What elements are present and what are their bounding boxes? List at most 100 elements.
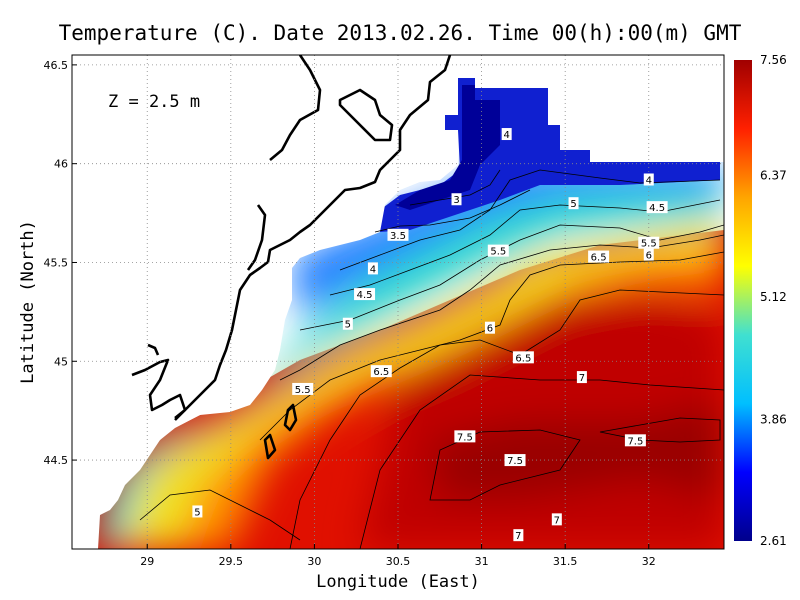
contour-label-box: [646, 201, 668, 214]
x-tick-label: 29.5: [219, 555, 244, 568]
x-tick-label: 32: [642, 555, 656, 568]
depth-annotation: Z = 2.5 m: [108, 92, 200, 112]
x-tick-label: 30: [307, 555, 321, 568]
contour-label: 5.5: [490, 247, 506, 258]
y-tick-label: 46: [54, 158, 68, 171]
colorbar-tick-label: 7.56: [760, 53, 787, 67]
contour-label-box: [292, 382, 314, 395]
contour-label: 6: [646, 251, 652, 262]
contour-label: 5: [345, 320, 351, 331]
gridlines: [72, 55, 724, 549]
contour-3: [409, 169, 501, 206]
contour-label-box: [454, 430, 476, 443]
field-yellow-band: [110, 220, 724, 549]
colorbar-tick-label: 5.12: [760, 290, 787, 304]
contour-3-5: [374, 189, 531, 233]
coastline-delta-inlet: [147, 343, 160, 356]
x-axis-ticks: 29 29.5 30 30.5 31 31.5 32: [140, 544, 656, 568]
x-tick-label: 31.5: [553, 555, 578, 568]
temperature-field: [72, 55, 724, 549]
coastline-estuary: [246, 204, 267, 271]
contour-label-box: [643, 248, 654, 261]
contour-label-box: [576, 371, 587, 384]
x-tick-label: 30.5: [386, 555, 411, 568]
contour-label-box: [370, 365, 392, 378]
coastline-delta: [131, 358, 187, 421]
chart-title: Temperature (C). Date 2013.02.26. Time 0…: [59, 21, 742, 45]
contour-label-box: [501, 128, 512, 141]
contour-4-5: [329, 199, 721, 296]
coastline-main: [174, 55, 452, 420]
contour-label: 6: [487, 324, 493, 335]
y-axis-ticks: 44.5 45 45.5 46 46.5: [44, 59, 77, 467]
contour-label: 7: [515, 531, 521, 542]
contour-6-5: [289, 289, 724, 549]
contour-label-box: [512, 351, 534, 364]
field-cyan-band: [100, 185, 724, 549]
coastline-island-small: [263, 433, 277, 460]
contour-label-box: [568, 197, 579, 210]
contour-label-box: [638, 236, 660, 249]
contour-label: 7.5: [507, 456, 523, 467]
contour-label: 7: [554, 515, 560, 526]
colorbar-tick-label: 3.86: [760, 413, 787, 427]
x-axis-title: Longitude (East): [316, 572, 480, 592]
contour-label-box: [342, 317, 353, 330]
colorbar-tick-label: 2.61: [760, 534, 787, 548]
coastline: [131, 55, 452, 460]
y-tick-label: 46.5: [44, 59, 69, 72]
contour-label: 3: [453, 195, 459, 206]
y-tick-label: 45.5: [44, 256, 69, 269]
field-dark-core: [430, 400, 724, 500]
contour-label-box: [551, 513, 562, 526]
contour-label-box: [367, 262, 378, 275]
contour-4: [339, 169, 721, 271]
contour-label-box: [484, 321, 495, 334]
x-tick-label: 31: [475, 555, 489, 568]
colorbar-tick-label: 6.37: [760, 169, 787, 183]
contour-label-box: [588, 250, 610, 263]
land-mask: [72, 55, 724, 549]
coastline-lagoon-east: [269, 55, 322, 161]
contour-label: 7.5: [457, 432, 473, 443]
contour-label-box: [487, 244, 509, 257]
contour-7-5-a: [429, 429, 581, 501]
contour-label: 5.5: [641, 239, 657, 250]
contour-label: 6.5: [515, 353, 531, 364]
contour-label: 7.5: [627, 436, 643, 447]
contour-label-box: [624, 434, 646, 447]
contour-label: 7: [579, 373, 585, 384]
contour-label: 6.5: [591, 253, 607, 264]
field-navy-core: [395, 85, 500, 210]
contour-label: 4: [370, 264, 376, 275]
contour-label: 4: [503, 130, 509, 141]
contour-label: 5: [194, 507, 200, 518]
contour-label: 4: [646, 175, 652, 186]
contour-label: 4.5: [357, 290, 373, 301]
contour-label: 3.5: [390, 231, 406, 242]
y-axis-title: Latitude (North): [18, 220, 38, 384]
colorbar: [734, 60, 752, 541]
field-orange-band: [150, 250, 724, 549]
contour-label-box: [192, 505, 203, 518]
contour-label-box: [504, 454, 526, 467]
contour-label-box: [513, 529, 524, 542]
contour-label-box: [387, 228, 409, 241]
contour-7: [359, 374, 724, 549]
coastline-island: [283, 403, 298, 432]
colorbar-ticks: 7.56 6.37 5.12 3.86 2.61: [760, 53, 787, 548]
contour-7-5-b: [599, 417, 721, 443]
contour-labels: 4 4 3 5 4.5 3.5 5.5 5.5 6.5 6 4 4.5 5 6 6.5 6.5 7 5.5 7.5 7…: [192, 128, 668, 542]
contour-label-box: [451, 193, 462, 206]
contour-label-box: [354, 288, 376, 301]
y-tick-label: 44.5: [44, 454, 69, 467]
contour-label-box: [643, 173, 654, 186]
coastline-spit: [338, 88, 394, 142]
contour-5: [299, 224, 724, 331]
contour-label: 6.5: [373, 367, 389, 378]
contour-6: [259, 251, 724, 441]
contour-label: 5.5: [295, 385, 311, 396]
contour-lines: [139, 169, 724, 549]
contour-label: 4.5: [649, 203, 665, 214]
